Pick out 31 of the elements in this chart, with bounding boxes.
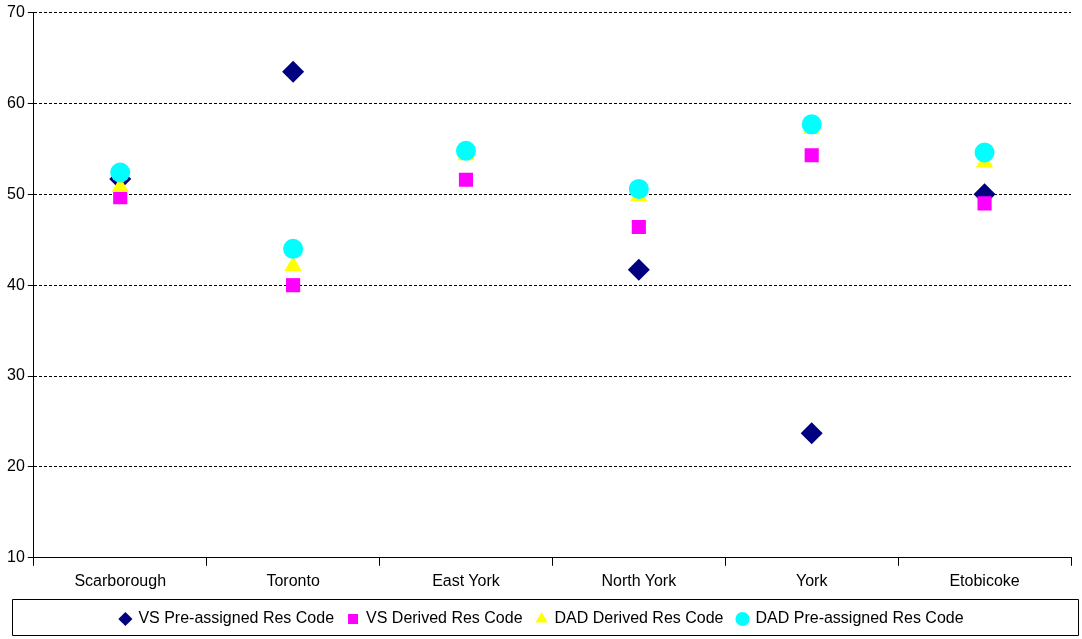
y-tick-label: 10 bbox=[7, 548, 25, 566]
y-tick-label: 40 bbox=[7, 275, 25, 293]
point bbox=[282, 60, 305, 83]
x-tick-label: East York bbox=[432, 571, 501, 589]
y-tick-label: 60 bbox=[7, 93, 25, 111]
point bbox=[627, 258, 650, 281]
point bbox=[804, 148, 819, 163]
point bbox=[110, 162, 131, 183]
legend-label: VS Pre-assigned Res Code bbox=[138, 609, 335, 627]
y-tick-label: 50 bbox=[7, 184, 25, 202]
y-tick-label: 30 bbox=[7, 366, 25, 384]
x-tick-label: Scarborough bbox=[74, 571, 167, 589]
legend-label: DAD Derived Res Code bbox=[554, 609, 724, 627]
y-tick-label: 20 bbox=[7, 457, 25, 475]
point bbox=[286, 278, 301, 293]
point bbox=[800, 422, 823, 445]
x-tick-label: North York bbox=[601, 571, 678, 589]
x-tick-label: Toronto bbox=[266, 571, 320, 589]
point bbox=[283, 238, 304, 259]
point bbox=[455, 140, 476, 161]
y-tick-label: 70 bbox=[7, 3, 25, 21]
legend-label: VS Derived Res Code bbox=[366, 609, 523, 627]
point bbox=[458, 172, 474, 187]
point bbox=[974, 142, 995, 163]
x-tick-label: York bbox=[795, 571, 829, 589]
x-tick-label: Etobicoke bbox=[949, 571, 1020, 589]
point bbox=[631, 219, 646, 235]
legend-label: DAD Pre-assigned Res Code bbox=[755, 609, 964, 627]
point bbox=[628, 178, 649, 199]
point bbox=[977, 196, 992, 211]
point bbox=[284, 256, 302, 272]
